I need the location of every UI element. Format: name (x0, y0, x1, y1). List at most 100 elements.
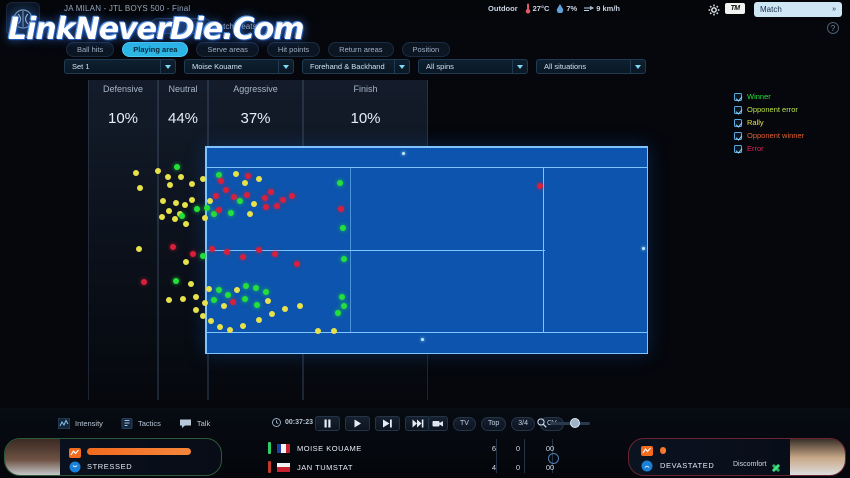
shot-point[interactable] (216, 207, 222, 213)
shot-point[interactable] (256, 247, 262, 253)
shot-point[interactable] (160, 198, 166, 204)
tab-ball-hits[interactable]: Ball hits (66, 42, 115, 57)
shot-point[interactable] (256, 176, 262, 182)
shot-point[interactable] (315, 328, 321, 334)
shot-point[interactable] (227, 327, 233, 333)
shot-point[interactable] (218, 178, 224, 184)
shot-point[interactable] (331, 328, 337, 334)
shot-point[interactable] (234, 287, 240, 293)
shot-point[interactable] (200, 253, 206, 259)
shot-point[interactable] (159, 214, 165, 220)
shot-point[interactable] (231, 194, 237, 200)
talk-button[interactable]: Talk (179, 418, 210, 429)
table-row[interactable]: MOISE KOUAME 6 0 00 (268, 439, 584, 457)
shot-point[interactable] (211, 297, 217, 303)
shot-point[interactable] (165, 174, 171, 180)
shot-point[interactable] (642, 247, 645, 250)
shot-point[interactable] (170, 244, 176, 250)
tactics-button[interactable]: Tactics (121, 418, 161, 429)
shot-point[interactable] (173, 200, 179, 206)
shot-point[interactable] (289, 193, 295, 199)
shot-point[interactable] (237, 198, 243, 204)
camera-tv-button[interactable]: TV (453, 416, 476, 431)
shot-point[interactable] (208, 318, 214, 324)
camera-toggle-button[interactable] (428, 416, 448, 431)
shot-point[interactable] (282, 306, 288, 312)
shot-point[interactable] (166, 297, 172, 303)
shot-point[interactable] (193, 294, 199, 300)
table-row[interactable]: JAN TUMSTAT 4 0 00 (268, 458, 584, 476)
tab-position[interactable]: Position (401, 42, 451, 57)
shot-point[interactable] (225, 292, 231, 298)
shot-point[interactable] (183, 259, 189, 265)
shot-point[interactable] (223, 187, 229, 193)
shot-point[interactable] (335, 310, 341, 316)
shot-point[interactable] (253, 285, 259, 291)
checkbox-icon[interactable] (734, 144, 742, 153)
shot-point[interactable] (193, 307, 199, 313)
shot-point[interactable] (204, 205, 210, 211)
shot-point[interactable] (339, 294, 345, 300)
shot-point[interactable] (167, 182, 173, 188)
shot-point[interactable] (262, 195, 268, 201)
tab-return-areas[interactable]: Return areas (328, 42, 394, 57)
pause-button[interactable] (315, 416, 340, 431)
play-button[interactable] (345, 416, 370, 431)
shot-point[interactable] (188, 281, 194, 287)
shot-point[interactable] (265, 298, 271, 304)
shot-point[interactable] (242, 180, 248, 186)
shot-point[interactable] (256, 317, 262, 323)
shot-point[interactable] (216, 287, 222, 293)
checkbox-icon[interactable] (734, 105, 742, 114)
legend-item-opponent-error[interactable]: Opponent error (734, 105, 804, 114)
shot-point[interactable] (217, 324, 223, 330)
shot-point[interactable] (209, 246, 215, 252)
match-beats-pill[interactable] (150, 18, 212, 34)
shot-point[interactable] (341, 303, 347, 309)
legend-item-opponent-winner[interactable]: Opponent winner (734, 131, 804, 140)
shot-point[interactable] (189, 197, 195, 203)
shot-point[interactable] (178, 174, 184, 180)
shot-point[interactable] (200, 313, 206, 319)
checkbox-icon[interactable] (734, 92, 742, 101)
shot-point[interactable] (228, 210, 234, 216)
shot-point[interactable] (202, 300, 208, 306)
zoom-slider-handle[interactable] (570, 418, 580, 428)
shot-point[interactable] (137, 185, 143, 191)
shot-point[interactable] (173, 278, 179, 284)
shot-point[interactable] (183, 221, 189, 227)
checkbox-icon[interactable] (734, 131, 742, 140)
shot-point[interactable] (245, 173, 251, 179)
shot-point[interactable] (133, 170, 139, 176)
shot-type-dropdown[interactable]: Forehand & Backhand (302, 59, 410, 74)
shot-point[interactable] (402, 152, 405, 155)
shot-point[interactable] (174, 164, 180, 170)
shot-point[interactable] (216, 172, 222, 178)
shot-point[interactable] (337, 180, 343, 186)
shot-point[interactable] (189, 181, 195, 187)
shot-point[interactable] (221, 303, 227, 309)
shot-point[interactable] (340, 225, 346, 231)
situation-dropdown[interactable]: All situations (536, 59, 646, 74)
shot-point[interactable] (190, 251, 196, 257)
help-button[interactable]: ? (827, 22, 839, 34)
shot-point[interactable] (230, 299, 236, 305)
shot-point[interactable] (224, 249, 230, 255)
shot-point[interactable] (172, 216, 178, 222)
shot-point[interactable] (206, 286, 212, 292)
shot-point[interactable] (242, 296, 248, 302)
shot-point[interactable] (341, 256, 347, 262)
shot-point[interactable] (254, 302, 260, 308)
shot-point[interactable] (182, 202, 188, 208)
skip-button[interactable] (405, 416, 430, 431)
shot-point[interactable] (247, 211, 253, 217)
legend-item-error[interactable]: Error (734, 144, 804, 153)
legend-item-rally[interactable]: Rally (734, 118, 804, 127)
tab-serve-areas[interactable]: Serve areas (196, 42, 259, 57)
zoom-control[interactable] (537, 418, 590, 428)
shot-point[interactable] (240, 323, 246, 329)
shot-point[interactable] (274, 203, 280, 209)
shot-point[interactable] (202, 215, 208, 221)
shot-point[interactable] (280, 197, 286, 203)
legend-item-winner[interactable]: Winner (734, 92, 804, 101)
